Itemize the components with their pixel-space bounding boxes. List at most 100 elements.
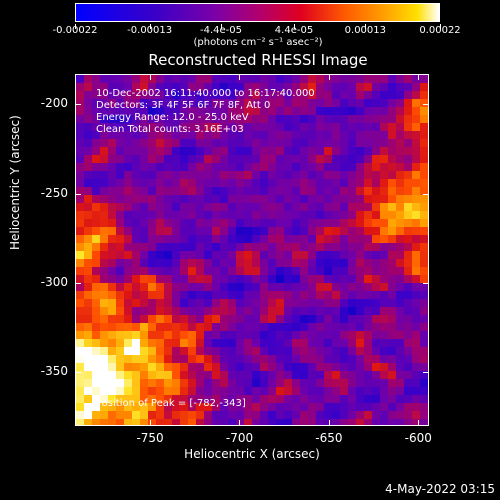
heatmap-cell [244,339,252,347]
heatmap-cell [332,211,340,219]
heatmap-cell [212,155,220,163]
heatmap-cell [124,419,132,425]
heatmap-cell [92,331,100,339]
heatmap-cell [340,291,348,299]
heatmap-cell [420,131,428,139]
colorbar-tick-label: -0.00013 [127,25,173,36]
heatmap-cell [148,275,156,283]
heatmap-cell [268,227,276,235]
heatmap-cell [92,107,100,115]
heatmap-cell [212,339,220,347]
heatmap-cell [116,115,124,123]
heatmap-cell [196,347,204,355]
heatmap-cell [388,195,396,203]
heatmap-cell [228,83,236,91]
heatmap-cell [140,315,148,323]
heatmap-cell [108,91,116,99]
heatmap-cell [380,339,388,347]
colorbar-tick-mark [149,24,151,29]
heatmap-cell [204,275,212,283]
heatmap-cell [196,387,204,395]
heatmap-cell [388,307,396,315]
heatmap-cell [228,179,236,187]
heatmap-cell [156,179,164,187]
heatmap-cell [180,347,188,355]
heatmap-cell [124,307,132,315]
heatmap-cell [108,99,116,107]
heatmap-cell [332,331,340,339]
heatmap-cell [236,259,244,267]
heatmap-cell [420,379,428,387]
heatmap-cell [196,179,204,187]
heatmap-cell [252,275,260,283]
heatmap-cell [372,419,380,425]
heatmap-cell [348,259,356,267]
heatmap-cell [204,379,212,387]
heatmap-cell [76,123,84,131]
heatmap-cell [260,379,268,387]
heatmap-cell [132,259,140,267]
heatmap-cell [268,203,276,211]
heatmap-cell [364,195,372,203]
heatmap-cell [76,107,84,115]
heatmap-cell [196,307,204,315]
heatmap-cell [108,123,116,131]
heatmap-cell [196,291,204,299]
heatmap-cell [420,395,428,403]
heatmap-cell [404,419,412,425]
heatmap-cell [284,99,292,107]
heatmap-cell [252,323,260,331]
heatmap-cell [228,291,236,299]
heatmap-cell [300,187,308,195]
heatmap-cell [372,347,380,355]
heatmap-cell [220,211,228,219]
heatmap-cell [356,83,364,91]
heatmap-cell [300,171,308,179]
heatmap-cell [188,211,196,219]
heatmap-cell [412,219,420,227]
heatmap-cell [284,411,292,419]
heatmap-cell [148,243,156,251]
heatmap-cell [420,75,428,83]
heatmap-cell [228,411,236,419]
heatmap-cell [212,203,220,211]
heatmap-cell [148,387,156,395]
heatmap-cell [332,83,340,91]
heatmap-cell [380,307,388,315]
heatmap-cell [108,243,116,251]
heatmap-cell [148,235,156,243]
heatmap-cell [420,291,428,299]
heatmap-cell [84,259,92,267]
heatmap-cell [404,411,412,419]
heatmap-cell [180,379,188,387]
heatmap-cell [372,211,380,219]
heatmap-cell [428,347,429,355]
heatmap-cell [244,211,252,219]
heatmap-cell [156,411,164,419]
heatmap-cell [204,339,212,347]
heatmap-cell [260,163,268,171]
heatmap-cell [284,219,292,227]
heatmap-cell [100,219,108,227]
heatmap-cell [364,123,372,131]
heatmap-cell [100,243,108,251]
heatmap-cell [372,259,380,267]
heatmap-cell [380,171,388,179]
heatmap-cell [276,307,284,315]
heatmap-cell [316,267,324,275]
heatmap-cell [156,299,164,307]
heatmap-cell [340,203,348,211]
heatmap-cell [260,171,268,179]
heatmap-cell [268,283,276,291]
heatmap-cell [308,363,316,371]
heatmap-cell [204,139,212,147]
heatmap-cell [228,371,236,379]
heatmap-cell [420,243,428,251]
heatmap-cell [100,323,108,331]
heatmap-cell [156,379,164,387]
heatmap-cell [316,355,324,363]
heatmap-cell [244,235,252,243]
heatmap-cell [204,83,212,91]
heatmap-cell [228,235,236,243]
heatmap-cell [276,219,284,227]
